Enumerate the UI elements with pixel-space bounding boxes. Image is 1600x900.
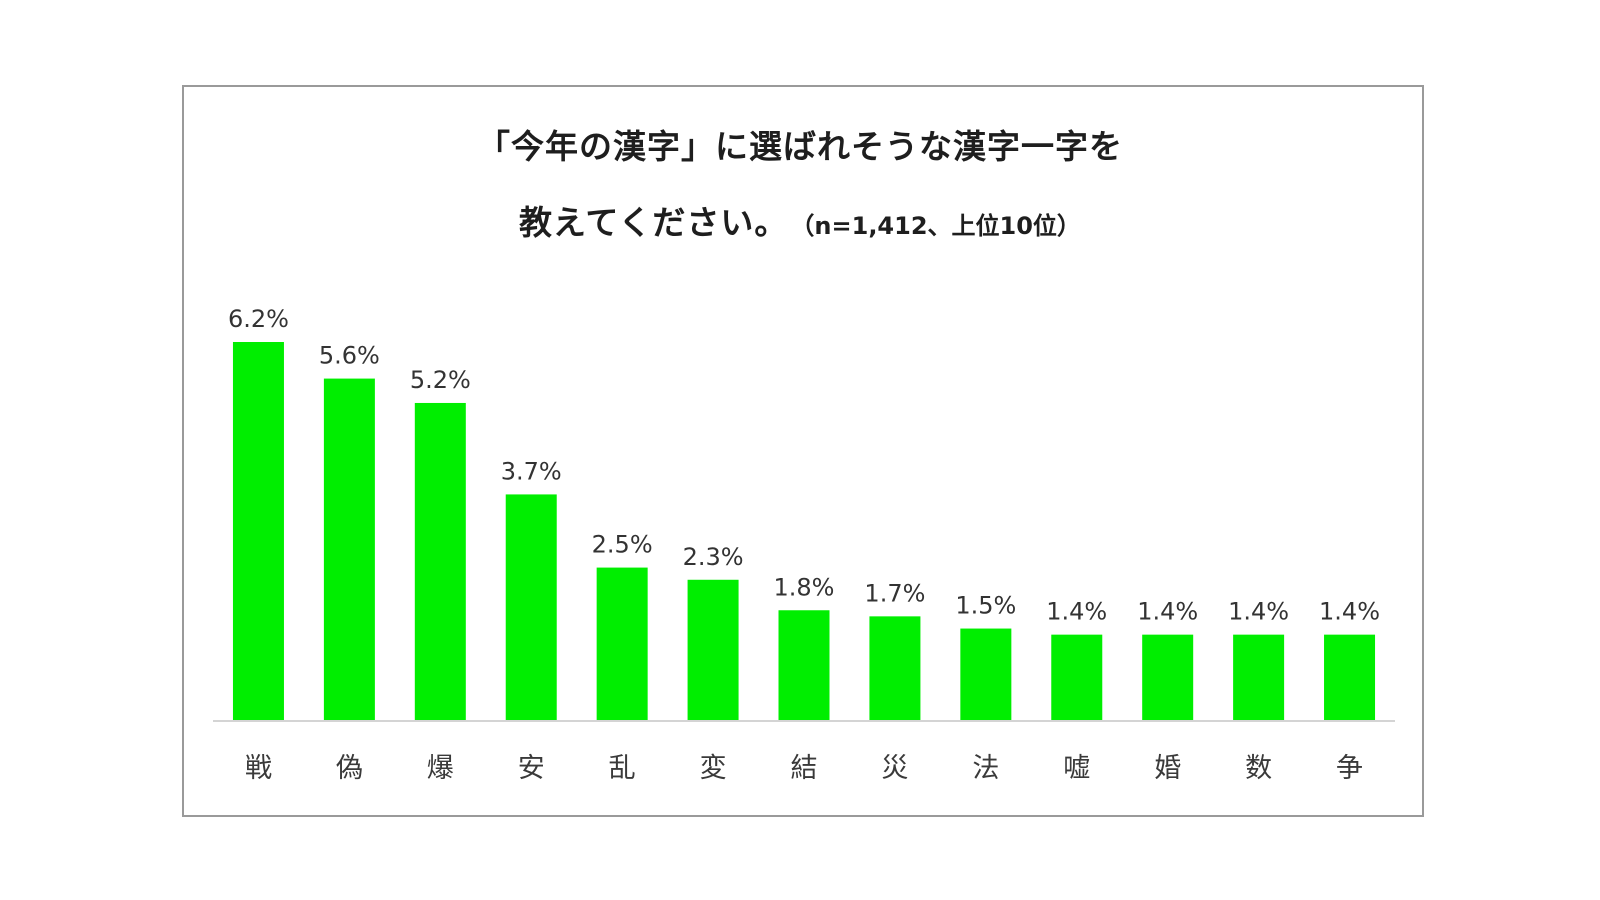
value-label-12: 1.4% xyxy=(1228,598,1289,626)
bar-10 xyxy=(1051,634,1103,720)
category-label-11: 婚 xyxy=(1154,753,1181,784)
chart-title-line1: 「今年の漢字」に選ばれそうな漢字一字を xyxy=(477,127,1123,166)
value-label-7: 1.8% xyxy=(774,573,835,601)
value-label-8: 1.7% xyxy=(864,579,925,607)
bar-7 xyxy=(778,610,830,720)
value-labels-layer: 6.2% 5.6% 5.2% 3.7% 2.5% 2.3% 1.8% 1.7% 1.5% 1.4%… xyxy=(228,305,1380,626)
bar-5 xyxy=(596,567,648,720)
bar-12 xyxy=(1233,634,1285,720)
bar-9 xyxy=(960,628,1012,720)
category-label-2: 偽 xyxy=(336,753,363,784)
category-label-10: 嘘 xyxy=(1063,753,1090,784)
bar-3 xyxy=(414,402,466,720)
category-label-5: 乱 xyxy=(609,753,636,784)
bar-1 xyxy=(232,342,284,720)
bar-8 xyxy=(869,616,921,720)
category-labels-layer: 戦偽爆安乱変結災法嘘婚数争 xyxy=(245,753,1363,784)
category-label-8: 災 xyxy=(881,753,908,784)
value-label-1: 6.2% xyxy=(228,305,289,333)
category-label-7: 結 xyxy=(791,753,818,784)
value-label-2: 5.6% xyxy=(319,342,380,370)
category-label-3: 爆 xyxy=(427,753,454,784)
bars-layer xyxy=(232,342,1376,720)
value-label-11: 1.4% xyxy=(1137,598,1198,626)
category-label-4: 安 xyxy=(518,753,545,784)
value-label-4: 3.7% xyxy=(501,457,562,485)
bar-6 xyxy=(687,579,739,720)
bar-2 xyxy=(323,378,375,720)
bar-11 xyxy=(1142,634,1194,720)
category-label-12: 数 xyxy=(1245,753,1272,784)
value-label-9: 1.5% xyxy=(955,592,1016,620)
bar-4 xyxy=(505,494,557,720)
value-label-3: 5.2% xyxy=(410,366,471,394)
value-label-5: 2.5% xyxy=(592,531,653,559)
value-label-10: 1.4% xyxy=(1046,598,1107,626)
chart-title-line2: 教えてください。 （n=1,412、上位10位） xyxy=(0,196,1600,244)
value-label-13: 1.4% xyxy=(1319,598,1380,626)
chart-title-note: （n=1,412、上位10位） xyxy=(802,212,1081,240)
bar-13 xyxy=(1324,634,1376,720)
chart-title-main: 教えてください。 xyxy=(519,203,789,242)
category-label-1: 戦 xyxy=(245,753,272,784)
category-label-6: 変 xyxy=(700,753,727,784)
value-label-6: 2.3% xyxy=(683,543,744,571)
category-label-13: 争 xyxy=(1336,753,1363,784)
category-label-9: 法 xyxy=(972,753,999,784)
